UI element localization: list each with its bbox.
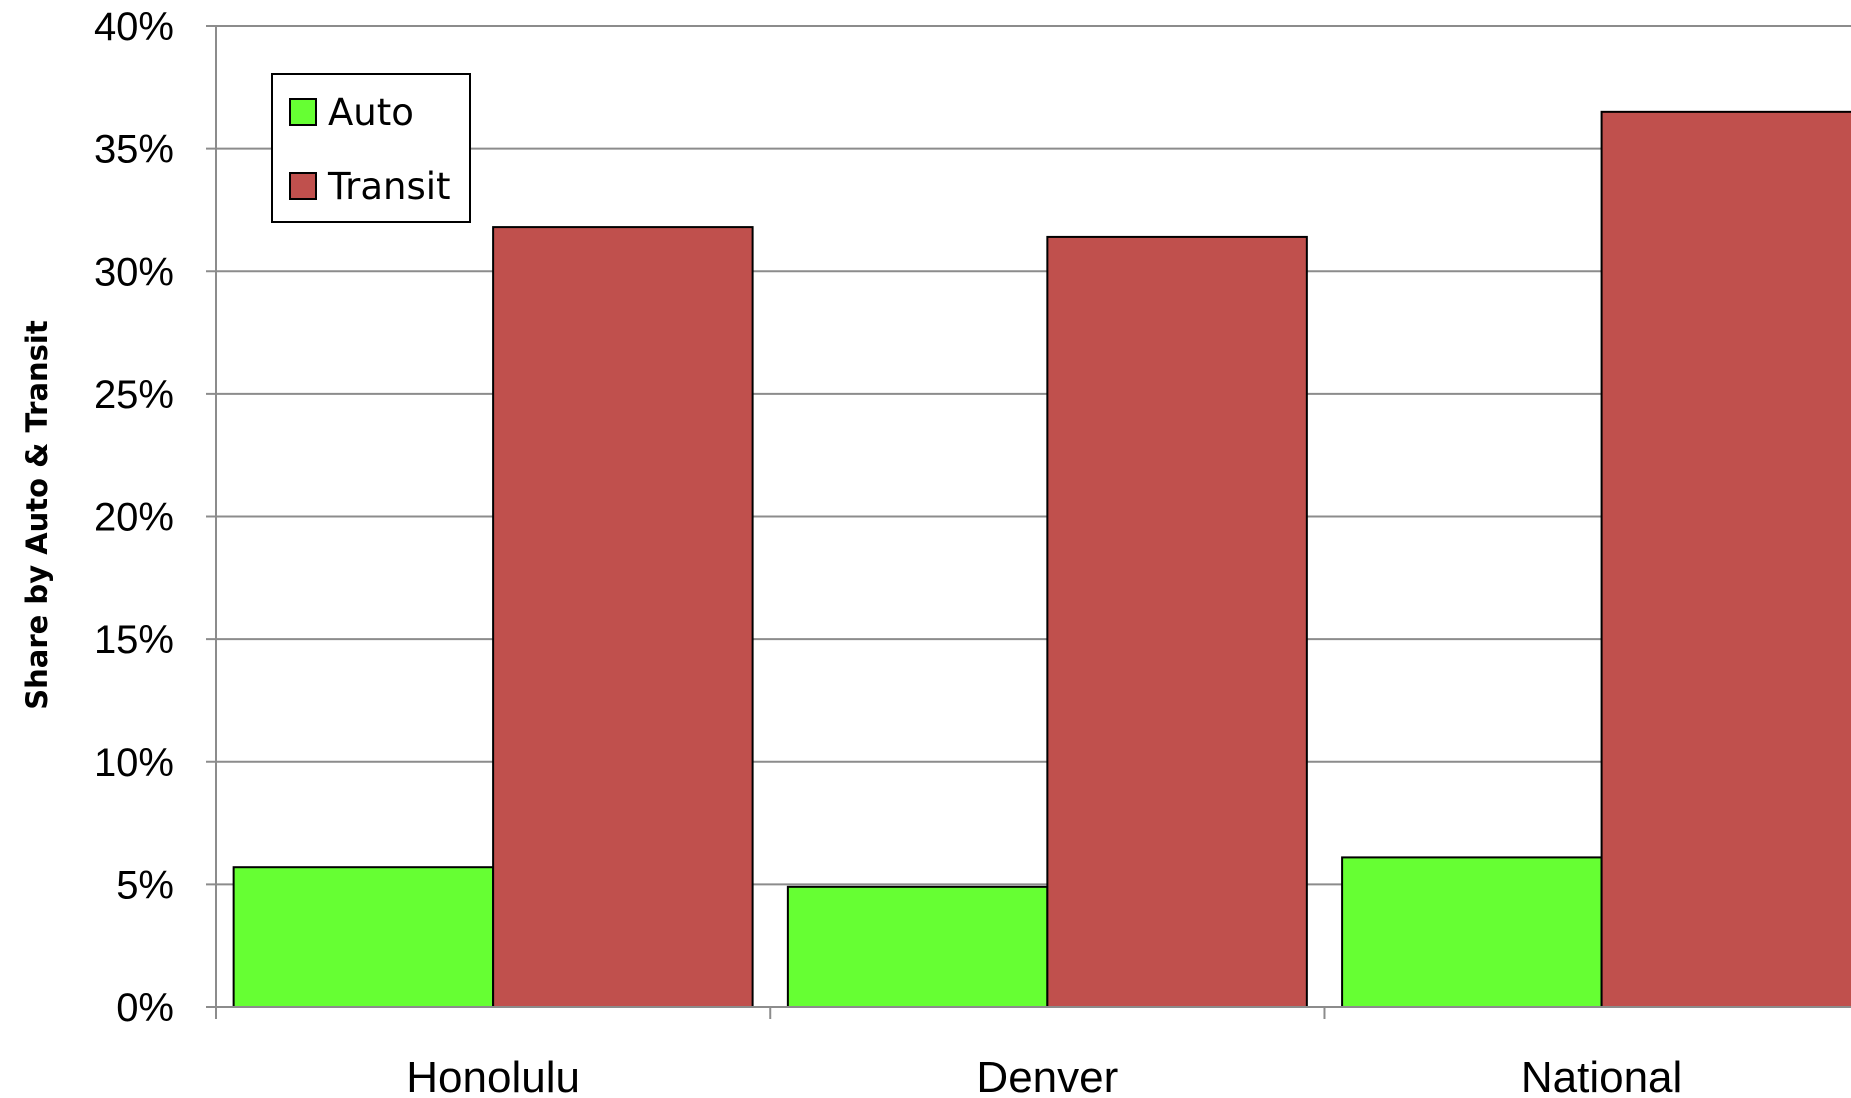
legend-swatch-auto [290, 99, 316, 125]
y-tick-label: 25% [94, 373, 174, 417]
bars [234, 112, 1851, 1007]
bar-auto-denver [788, 887, 1047, 1007]
y-tick-label: 15% [94, 618, 174, 662]
y-tick-label: 30% [94, 250, 174, 294]
x-tick-label: Honolulu [406, 1053, 580, 1098]
legend-label-auto: Auto [328, 91, 414, 134]
legend: Auto Transit [272, 74, 470, 222]
y-tick-label: 10% [94, 741, 174, 785]
y-tick-label: 5% [116, 863, 174, 907]
bar-transit-denver [1047, 237, 1306, 1007]
y-tick-label: 40% [94, 5, 174, 49]
y-tick-label: 0% [116, 986, 174, 1030]
y-tick-label: 20% [94, 496, 174, 540]
y-tick-label: 35% [94, 128, 174, 172]
y-tick-labels: 0% 5% 10% 15% 20% 25% 30% 35% 40% [94, 5, 174, 1030]
legend-label-transit: Transit [327, 165, 451, 208]
x-tick-label: Denver [976, 1053, 1118, 1098]
x-tick-label: National [1521, 1053, 1682, 1098]
y-axis-label: Share by Auto & Transit [20, 320, 54, 710]
bar-auto-honolulu [234, 867, 493, 1007]
legend-swatch-transit [290, 173, 316, 199]
bar-transit-honolulu [493, 227, 752, 1007]
bar-auto-national [1342, 857, 1601, 1007]
bar-transit-national [1602, 112, 1851, 1007]
x-tick-labels: Honolulu Denver National [406, 1053, 1682, 1098]
